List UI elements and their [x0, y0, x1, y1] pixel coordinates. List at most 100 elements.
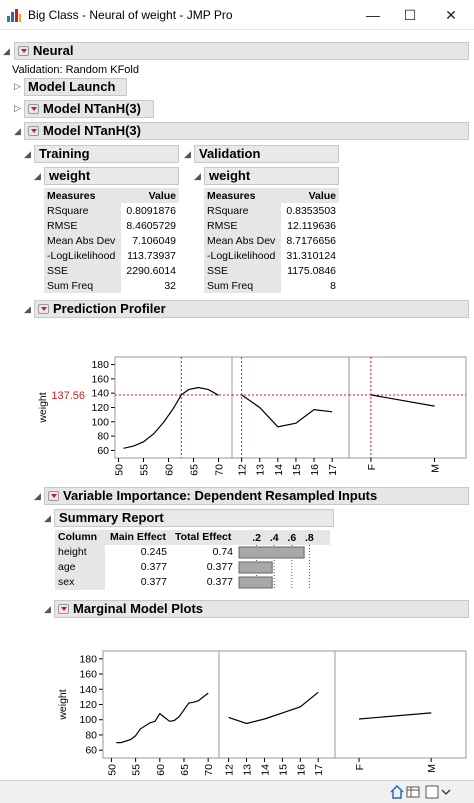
- disclosure-open-icon[interactable]: ◢: [24, 149, 31, 159]
- measure-value: 0.8091876: [121, 203, 179, 218]
- red-triangle-menu-icon[interactable]: [28, 104, 39, 114]
- total-effect-bar-sex: [238, 576, 273, 589]
- total-effect-value: 0.74: [212, 546, 233, 558]
- home-icon[interactable]: [390, 785, 404, 799]
- curve-height: [123, 386, 219, 449]
- measure-value: 12.119636: [281, 218, 339, 233]
- prediction-profiler-title: Prediction Profiler: [53, 301, 166, 316]
- prediction-profiler-header[interactable]: Prediction Profiler: [34, 300, 469, 318]
- table-icon[interactable]: [406, 785, 420, 799]
- disclosure-open-icon[interactable]: ◢: [3, 46, 10, 56]
- x-tick-label: 12: [224, 764, 236, 776]
- bar-tick-label: .6: [287, 532, 296, 544]
- chevron-down-icon[interactable]: [441, 787, 451, 797]
- disclosure-open-icon[interactable]: ◢: [194, 171, 201, 181]
- measure-value: 0.8353503: [281, 203, 339, 218]
- table-row: RSquare 0.8091876: [44, 203, 179, 218]
- marginal-model-plots-header[interactable]: Marginal Model Plots: [54, 600, 469, 618]
- measure-value: 8: [281, 278, 339, 293]
- x-tick-label: 13: [242, 764, 254, 776]
- measure-value: 2290.6014: [121, 263, 179, 278]
- total-effect-value: 0.377: [206, 576, 233, 588]
- table-row: Mean Abs Dev 7.106049: [44, 233, 179, 248]
- window-titlebar: Big Class - Neural of weight - JMP Pro —…: [0, 0, 474, 30]
- x-tick-label: F: [366, 464, 378, 470]
- model-ntanh-collapsed-title: Model NTanH(3): [43, 101, 141, 116]
- table-row: Mean Abs Dev 8.7176656: [204, 233, 339, 248]
- x-tick-label: 65: [189, 464, 201, 476]
- validation-weight-header[interactable]: weight: [204, 167, 339, 185]
- model-ntanh-collapsed-header[interactable]: Model NTanH(3): [24, 100, 154, 118]
- model-launch-title: Model Launch: [28, 79, 116, 94]
- table-row: SSE 2290.6014: [44, 263, 179, 278]
- disclosure-open-icon[interactable]: ◢: [34, 171, 41, 181]
- measure-label: Mean Abs Dev: [204, 233, 282, 248]
- table-header: Value: [121, 188, 179, 203]
- disclosure-open-icon[interactable]: ◢: [14, 126, 21, 136]
- red-triangle-menu-icon[interactable]: [58, 604, 69, 614]
- bar-tick-label: .2: [252, 532, 261, 544]
- panel-frame-age: [231, 356, 350, 459]
- summary-report-header[interactable]: Summary Report: [54, 509, 334, 527]
- measure-label: SSE: [204, 263, 282, 278]
- training-measures-table: Measures Value RSquare 0.8091876 RMSE 8.46…: [44, 188, 179, 293]
- training-weight-header[interactable]: weight: [44, 167, 179, 185]
- minimize-button[interactable]: —: [366, 7, 380, 23]
- panel-frame-height: [102, 650, 220, 759]
- y-tick-label: 180: [91, 359, 109, 371]
- y-axis-label: weight: [37, 392, 49, 423]
- model-ntanh-header[interactable]: Model NTanH(3): [24, 122, 469, 140]
- disclosure-open-icon[interactable]: ◢: [184, 149, 191, 159]
- measure-label: RSquare: [204, 203, 282, 218]
- red-triangle-menu-icon[interactable]: [28, 126, 39, 136]
- prediction-profiler-plot[interactable]: 180 160 140 120 100 80 60 weight 137.56 50 55 60 65 7…: [0, 322, 474, 482]
- measure-label: RSquare: [44, 203, 122, 218]
- x-tick-label: M: [430, 464, 442, 473]
- report-content: ◢ Neural Validation: Random KFold ▷ Mode…: [0, 30, 474, 780]
- red-triangle-menu-icon[interactable]: [18, 46, 29, 56]
- measure-label: -LogLikelihood: [204, 248, 282, 263]
- variable-age-label: age: [58, 561, 76, 573]
- close-button[interactable]: ✕: [445, 7, 457, 23]
- x-tick-label: 13: [255, 464, 267, 476]
- bar-tick-label: .4: [270, 532, 279, 544]
- measure-value: 113.73937: [121, 248, 179, 263]
- maximize-button[interactable]: ☐: [403, 7, 417, 23]
- disclosure-open-icon[interactable]: ◢: [24, 304, 31, 314]
- table-row: RMSE 8.4605729: [44, 218, 179, 233]
- validation-header[interactable]: Validation: [194, 145, 339, 163]
- red-triangle-menu-icon[interactable]: [38, 304, 49, 314]
- red-triangle-menu-icon[interactable]: [48, 491, 59, 501]
- table-row: -LogLikelihood 31.310124: [204, 248, 339, 263]
- summary-report-title: Summary Report: [59, 510, 164, 525]
- y-tick-label: 100: [91, 416, 109, 428]
- curve-sex: [370, 394, 435, 407]
- measure-label: -LogLikelihood: [44, 248, 122, 263]
- panel-frame-sex: [348, 356, 467, 459]
- bar-axis-header-bg: [235, 530, 330, 545]
- validation-text: Validation: Random KFold: [12, 64, 139, 76]
- x-tick-label: 50: [106, 764, 118, 776]
- marginal-model-plot: 1801601401201008060weight5055606570heigh…: [57, 650, 467, 776]
- curve-height: [116, 692, 209, 744]
- disclosure-closed-icon[interactable]: ▷: [14, 81, 21, 91]
- x-tick-label: 60: [164, 464, 176, 476]
- neural-outline-header[interactable]: Neural: [14, 42, 469, 60]
- disclosure-open-icon[interactable]: ◢: [44, 604, 51, 614]
- model-launch-header[interactable]: Model Launch: [24, 78, 127, 96]
- measure-label: RMSE: [204, 218, 282, 233]
- neural-title: Neural: [33, 43, 74, 58]
- window-list-icon[interactable]: [425, 785, 439, 799]
- measure-value: 32: [121, 278, 179, 293]
- curve-age: [228, 691, 319, 725]
- variable-importance-header[interactable]: Variable Importance: Dependent Resampled…: [44, 487, 469, 505]
- x-tick-label: 16: [295, 764, 307, 776]
- current-y-value: 137.56: [51, 390, 85, 402]
- disclosure-closed-icon[interactable]: ▷: [14, 103, 21, 113]
- disclosure-open-icon[interactable]: ◢: [34, 491, 41, 501]
- window-title: Big Class - Neural of weight - JMP Pro: [28, 8, 233, 22]
- main-effect-header: Main Effect: [110, 531, 167, 543]
- disclosure-open-icon[interactable]: ◢: [44, 513, 51, 523]
- training-header[interactable]: Training: [34, 145, 179, 163]
- y-tick-label: 160: [79, 669, 97, 681]
